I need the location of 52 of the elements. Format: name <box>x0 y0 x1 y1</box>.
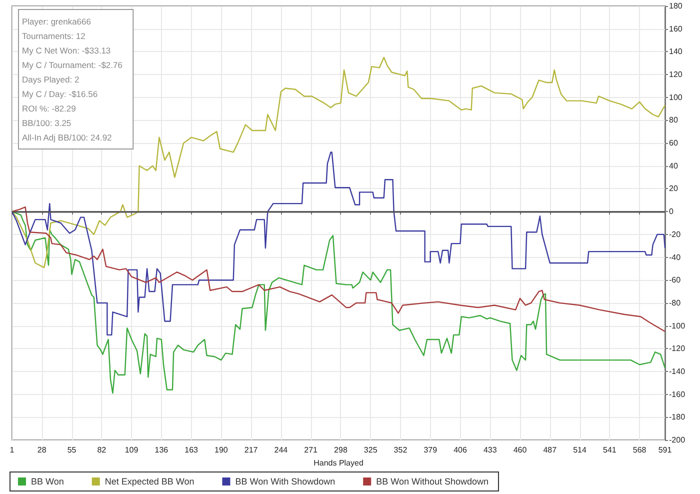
x-tick-label: 28 <box>37 446 47 454</box>
y-tick-label: 80 <box>669 116 678 125</box>
x-tick-label: 460 <box>513 446 528 454</box>
x-tick-label: 487 <box>543 446 558 454</box>
y-tick-label: -140 <box>669 366 686 376</box>
x-tick-label: 1 <box>10 446 15 454</box>
x-tick-label: 190 <box>214 446 228 454</box>
x-tick-label: 244 <box>274 446 288 454</box>
y-tick-label: -160 <box>669 390 686 399</box>
y-tick-label: -20 <box>669 230 682 239</box>
y-tick-label: -100 <box>669 321 686 330</box>
y-tick-label: -180 <box>669 412 686 422</box>
y-tick-label: -120 <box>669 344 686 354</box>
y-tick-label: 180 <box>669 2 683 10</box>
legend-label: Net Expected BB Won <box>104 476 194 486</box>
x-tick-label: 514 <box>573 446 587 454</box>
x-tick-label: 406 <box>454 446 468 454</box>
legend-label: BB Won With Showdown <box>235 476 336 486</box>
x-tick-label: 82 <box>97 446 107 454</box>
line-series <box>11 56 666 268</box>
y-tick-label: 140 <box>669 47 683 56</box>
legend-label: BB Won <box>31 476 64 486</box>
y-tick-label: -200 <box>669 436 686 444</box>
x-tick-label: 271 <box>304 446 318 454</box>
x-tick-label: 163 <box>184 446 199 454</box>
y-tick-label: 160 <box>669 24 683 34</box>
legend-label: BB Won Without Showdown <box>376 476 488 486</box>
line-series <box>11 152 666 336</box>
x-tick-label: 568 <box>632 446 647 454</box>
y-tick-label: 100 <box>669 92 683 102</box>
y-tick-label: -40 <box>669 252 682 262</box>
x-tick-label: 352 <box>394 446 408 454</box>
x-axis-title: Hands Played <box>314 458 364 468</box>
x-tick-label: 325 <box>364 446 378 454</box>
y-tick-label: 60 <box>669 138 678 148</box>
y-tick-label: 0 <box>669 207 674 216</box>
x-tick-label: 591 <box>658 446 672 454</box>
y-tick-label: 40 <box>669 161 678 170</box>
y-tick-label: -80 <box>669 298 682 308</box>
x-tick-label: 55 <box>67 446 77 454</box>
x-tick-label: 136 <box>154 446 169 454</box>
x-tick-label: 541 <box>602 446 617 454</box>
x-tick-label: 379 <box>424 446 438 454</box>
x-tick-label: 109 <box>124 446 139 454</box>
x-tick-label: 433 <box>483 446 498 454</box>
y-tick-label: -60 <box>669 276 682 285</box>
y-tick-label: 20 <box>669 184 678 194</box>
y-tick-label: 120 <box>669 70 683 80</box>
text: Player: grenka666 Tournaments: 12 My C Net Won: -$33.13 My C / Tournament: -$2.76 Days Played: 2 My C / Day: -$16.56 ROI %: -82.29 BB/100: 3.25 All-In Adj BB/100: 24.92 <box>22 16 122 142</box>
x-tick-label: 217 <box>244 446 258 454</box>
line-series <box>11 206 666 332</box>
x-tick-label: 298 <box>334 446 348 454</box>
